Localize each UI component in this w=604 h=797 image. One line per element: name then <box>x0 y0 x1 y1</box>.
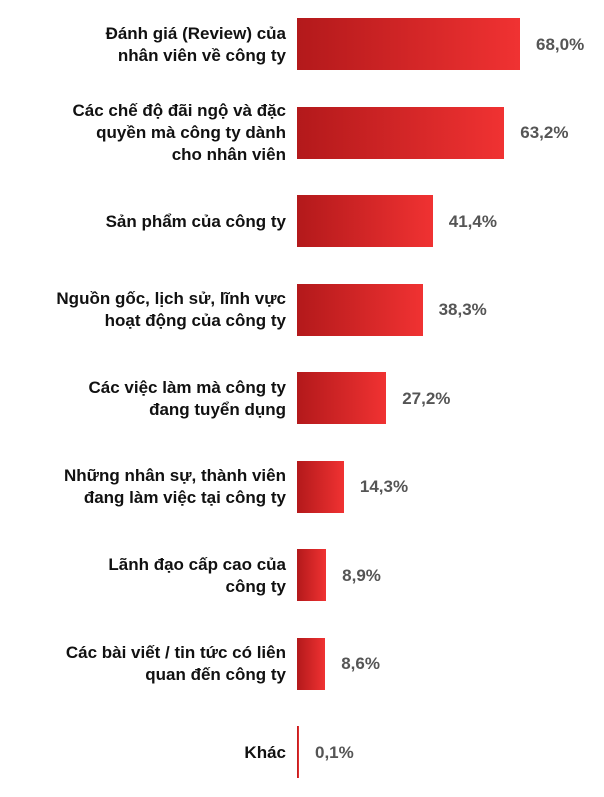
bar-row: Nguồn gốc, lịch sử, lĩnh vực hoạt động c… <box>0 266 604 355</box>
bar <box>297 18 520 70</box>
bar-row: Khác 0,1% <box>0 708 604 797</box>
bar-row: Những nhân sự, thành viên đang làm việc … <box>0 443 604 532</box>
bar <box>297 637 326 690</box>
value-label: 27,2% <box>402 388 451 408</box>
category-label: Lãnh đạo cấp cao của công ty <box>108 554 286 596</box>
bar <box>297 549 327 601</box>
value-label: 0,1% <box>315 742 354 762</box>
value-label: 68,0% <box>536 34 585 54</box>
bar <box>297 195 433 247</box>
value-label: 38,3% <box>438 300 487 319</box>
bar-row: Đánh giá (Review) của nhân viên về công … <box>0 0 604 89</box>
bar-row: Sản phẩm của công ty 41,4% <box>0 177 604 266</box>
bar-row: Lãnh đạo cấp cao của công ty 8,9% <box>0 531 604 620</box>
category-label: Nguồn gốc, lịch sử, lĩnh vực hoạt động c… <box>56 289 286 330</box>
category-label: Sản phẩm của công ty <box>105 211 286 231</box>
bar-row: Các bài viết / tin tức có liên quan đến … <box>0 620 604 709</box>
category-label: Khác <box>244 742 286 762</box>
bar <box>297 106 505 159</box>
category-label: Các bài viết / tin tức có liên quan đến … <box>65 643 286 684</box>
bar <box>297 460 344 513</box>
bar <box>297 283 423 336</box>
value-label: 41,4% <box>448 211 497 231</box>
bar-row: Các chế độ đãi ngộ và đặc quyền mà công … <box>0 89 604 178</box>
category-label: Các việc làm mà công ty đang tuyển dụng <box>88 377 286 419</box>
category-label: Các chế độ đãi ngộ và đặc quyền mà công … <box>72 101 286 164</box>
bar-row: Các việc làm mà công ty đang tuyển dụng 2… <box>0 354 604 443</box>
bar <box>297 372 387 424</box>
bar <box>297 726 299 778</box>
value-label: 8,6% <box>341 654 380 673</box>
value-label: 63,2% <box>520 123 569 142</box>
value-label: 8,9% <box>342 565 381 585</box>
page: Đánh giá (Review) của nhân viên về công … <box>0 0 604 778</box>
category-label: Đánh giá (Review) của nhân viên về công … <box>105 23 286 65</box>
category-label: Những nhân sự, thành viên đang làm việc … <box>63 466 286 507</box>
value-label: 14,3% <box>359 477 409 496</box>
